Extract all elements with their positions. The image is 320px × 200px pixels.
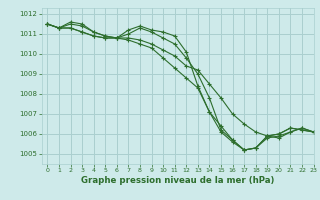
X-axis label: Graphe pression niveau de la mer (hPa): Graphe pression niveau de la mer (hPa) [81,176,274,185]
